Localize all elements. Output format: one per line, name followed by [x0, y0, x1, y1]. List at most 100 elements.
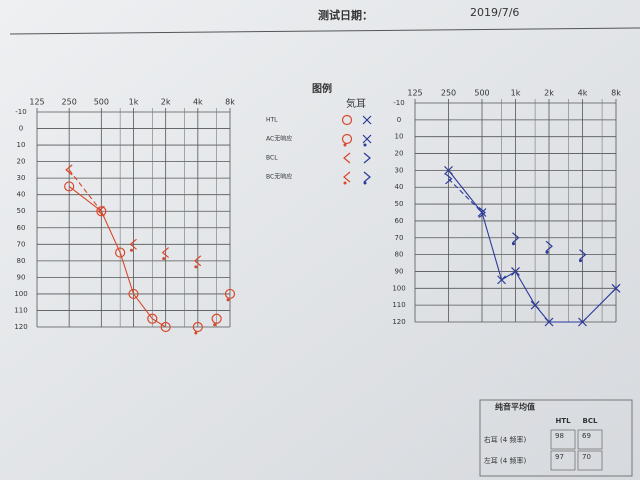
- no-response-dot: [213, 323, 217, 327]
- table-header: HTL: [555, 417, 571, 425]
- marker-circle: [96, 206, 107, 217]
- legend-symbol: [341, 114, 353, 126]
- marker: [161, 247, 170, 261]
- y-tick-label: 60: [395, 217, 404, 225]
- marker: [65, 164, 73, 176]
- marker: [115, 247, 126, 258]
- legend-symbol: [362, 134, 372, 147]
- y-tick-label: 110: [14, 306, 27, 314]
- y-tick-label: 50: [17, 207, 26, 215]
- date: 2019/7/6: [470, 6, 519, 19]
- y-tick-label: 70: [17, 240, 26, 248]
- y-tick-label: 70: [395, 234, 404, 242]
- y-tick-label: 30: [17, 174, 26, 182]
- legend-label: HTL: [266, 117, 278, 124]
- table-cell: [577, 429, 603, 450]
- legend-title: 图例: [312, 82, 332, 95]
- marker-circle: [192, 321, 203, 333]
- no-response-dot: [363, 181, 367, 185]
- marker: [478, 207, 486, 218]
- legend-label: AC无响应: [266, 135, 292, 143]
- marker-x: [530, 300, 540, 310]
- marker: [64, 181, 75, 192]
- table-header: BCL: [583, 417, 598, 425]
- x-tick-label: 125: [29, 98, 44, 107]
- marker-x: [544, 317, 554, 327]
- table-value: 69: [582, 432, 591, 440]
- x-tick-label: 1k: [129, 98, 139, 107]
- x-tick-label: 250: [441, 89, 456, 98]
- table-cell: [550, 429, 576, 450]
- marker: [578, 317, 587, 327]
- table-value: 98: [555, 432, 564, 440]
- marker: [211, 313, 222, 327]
- y-tick-label: 30: [395, 166, 404, 174]
- marker-lt: [343, 171, 351, 183]
- marker-lt: [65, 164, 73, 176]
- legend-symbol: [343, 171, 351, 185]
- legend: HTL AC无响应 BCL BC无响应: [266, 114, 372, 185]
- date-label: 测试日期：: [318, 8, 373, 22]
- x-tick-label: 500: [94, 98, 109, 107]
- series-line: [68, 185, 166, 328]
- table-row-label: 左耳 (4 频率): [484, 456, 527, 465]
- marker: [128, 288, 139, 300]
- y-tick-label: 100: [392, 284, 405, 292]
- table-title: 纯音平均值: [495, 402, 535, 412]
- no-response-dot: [545, 250, 549, 254]
- marker: [224, 288, 236, 302]
- no-response-dot: [343, 143, 347, 147]
- x-tick-label: 4k: [193, 98, 203, 107]
- marker: [147, 313, 158, 324]
- marker-x: [362, 115, 372, 125]
- y-tick-label: 80: [395, 251, 404, 259]
- marker: [445, 173, 453, 185]
- marker-gt: [478, 207, 486, 218]
- series-line: [68, 169, 102, 212]
- y-tick-label: 10: [17, 141, 26, 149]
- y-tick-label: 90: [395, 267, 404, 275]
- no-response-dot: [194, 265, 198, 269]
- y-tick-label: -10: [15, 108, 26, 116]
- y-tick-label: 120: [392, 318, 405, 326]
- table-cell: [577, 450, 603, 471]
- marker-circle: [147, 313, 158, 324]
- marker: [193, 255, 202, 269]
- marker: [96, 206, 107, 217]
- y-tick-label: 10: [395, 133, 404, 141]
- header-rule: [9, 27, 640, 35]
- marker-lt: [193, 255, 202, 267]
- legend-symbol: [362, 115, 372, 125]
- marker-x: [611, 283, 621, 293]
- marker-circle: [224, 288, 236, 300]
- no-response-dot: [363, 143, 367, 147]
- y-tick-label: 0: [397, 116, 401, 124]
- table-row-label: 右耳 (4 频率): [484, 435, 527, 444]
- marker: [497, 275, 507, 285]
- y-tick-label: 100: [14, 290, 27, 298]
- legend-header: 気耳: [346, 97, 366, 110]
- y-tick-label: 80: [17, 257, 26, 265]
- x-tick-label: 4k: [578, 89, 588, 98]
- y-tick-label: 60: [17, 224, 26, 232]
- marker-circle: [211, 313, 222, 324]
- x-tick-label: 250: [62, 98, 77, 107]
- x-tick-label: 8k: [225, 98, 235, 107]
- marker: [530, 300, 540, 310]
- table: HTL BCL 右耳 (4 频率) 98 69 左耳 (4 频率) 97 70: [484, 417, 603, 471]
- marker-lt: [129, 238, 137, 250]
- marker-circle: [115, 247, 126, 258]
- marker-x: [511, 267, 520, 276]
- x-tick-label: 8k: [611, 89, 621, 98]
- marker-x: [497, 275, 507, 285]
- no-response-dot: [226, 298, 230, 302]
- table-value: 70: [582, 453, 591, 461]
- marker-gt: [579, 249, 587, 261]
- marker: [611, 283, 621, 293]
- legend-symbol: [363, 152, 371, 164]
- legend-symbol: [363, 171, 371, 185]
- marker-gt: [363, 152, 371, 164]
- marker: [579, 249, 587, 263]
